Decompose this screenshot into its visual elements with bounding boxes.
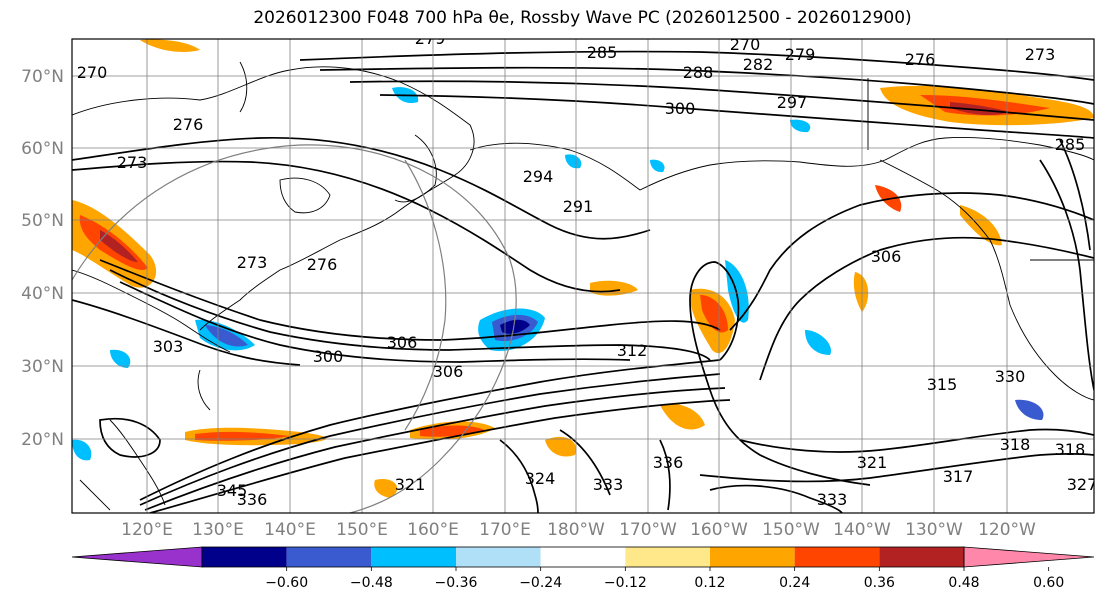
latitude-axis: 70°N 60°N 50°N 40°N 30°N 20°N [21,67,64,450]
contour-label: 336 [653,453,684,472]
colorbar: −0.60 −0.48 −0.36 −0.24 −0.12 0.12 0.24 0.36 0.4… [71,546,1095,591]
contour-label: 297 [777,93,808,112]
colorbar-tick-label: 0.12 [694,575,725,591]
longitude-label: 140°E [264,520,316,540]
colorbar-segment [794,547,880,567]
colorbar-segment [540,547,626,567]
colorbar-tick-label: 0.60 [1033,575,1064,591]
longitude-label: 140°W [833,520,891,540]
colorbar-tick-label: 0.48 [948,575,979,591]
latitude-label: 50°N [21,211,64,231]
latitude-label: 30°N [21,357,64,377]
colorbar-tick-label: −0.24 [519,575,562,591]
contour-label: 306 [387,333,418,352]
contour-label: 279 [415,29,446,48]
contour-label: 282 [743,55,774,74]
colorbar-extend-low [71,546,203,568]
latitude-label: 20°N [21,430,64,450]
colorbar-segment [286,547,372,567]
longitude-label: 170°E [479,520,531,540]
contour-label: 333 [593,475,624,494]
longitude-label: 130°W [905,520,963,540]
contour-label: 294 [523,167,554,186]
contour-label: 321 [857,453,888,472]
colorbar-tick-label: −0.60 [265,575,308,591]
colorbar-tick-label: −0.36 [435,575,478,591]
contour-label: 333 [817,490,848,509]
contour-label: 285 [1055,135,1086,154]
colorbar-tick-label: 0.24 [779,575,810,591]
contour-label: 273 [117,153,148,172]
contour-label: 285 [587,43,618,62]
coastlines [72,61,1094,511]
colorbar-segment [371,547,456,567]
colorbar-segment [456,547,541,567]
contour-label: 300 [313,347,344,366]
latitude-label: 70°N [21,67,64,87]
contour-label: 276 [905,50,936,69]
contour-label: 276 [173,115,204,134]
contour-label: 303 [153,337,184,356]
contour-label: 315 [927,375,958,394]
contour-label: 321 [395,475,426,494]
contour-label: 300 [665,99,696,118]
contour-label: 288 [683,63,714,82]
longitude-axis: 120°E 130°E 140°E 150°E 160°E 170°E 180°W 170°W… [121,520,1036,540]
contour-label: 273 [1025,45,1056,64]
colorbar-tick-label: −0.12 [604,575,647,591]
contour-label: 306 [433,362,464,381]
graticule [72,39,1094,513]
contour-label: 279 [785,45,816,64]
colorbar-segment [710,547,795,567]
contour-label: 306 [871,247,902,266]
longitude-label: 150°E [336,520,388,540]
latitude-label: 40°N [21,284,64,304]
colorbar-outline [201,546,965,568]
contour-label: 291 [563,197,594,216]
colorbar-extend-high [963,546,1095,568]
contour-label: 318 [1000,435,1031,454]
contour-label: 324 [525,469,556,488]
latitude-label: 60°N [21,139,64,159]
colorbar-tick-label: −0.48 [350,575,393,591]
anomaly-shading [72,39,1094,498]
contour-label: 317 [943,467,974,486]
map-border [71,38,1095,514]
contour-label: 336 [237,490,268,509]
longitude-label: 160°W [690,520,748,540]
colorbar-segment [202,547,287,567]
contour-label: 327 [1067,475,1098,494]
longitude-label: 130°E [192,520,244,540]
contour-label: 276 [307,255,338,274]
contour-labels: 279 285 279 270 273 276 288 282 300 297 270 276 273 2… [77,29,1098,509]
contour-label: 330 [995,367,1026,386]
colorbar-segment [879,547,964,567]
contour-label: 345 [217,481,248,500]
longitude-label: 180°W [547,520,605,540]
longitude-label: 150°W [762,520,820,540]
map-panel: 279 285 279 270 273 276 288 282 300 297 270 276 273 2… [71,29,1098,514]
colorbar-tick-label: 0.36 [864,575,895,591]
map-title: 2026012300 F048 700 hPa θe, Rossby Wave … [253,8,912,28]
reference-arcs [72,144,517,513]
contour-label: 270 [730,35,761,54]
contour-label: 312 [617,341,648,360]
longitude-label: 120°W [978,520,1036,540]
theta-e-contours [72,50,1094,513]
longitude-label: 160°E [407,520,459,540]
colorbar-segment [625,547,710,567]
contour-label: 273 [237,253,268,272]
longitude-label: 120°E [121,520,173,540]
longitude-label: 170°W [619,520,677,540]
contour-label: 318 [1055,440,1086,459]
contour-label: 270 [77,63,108,82]
